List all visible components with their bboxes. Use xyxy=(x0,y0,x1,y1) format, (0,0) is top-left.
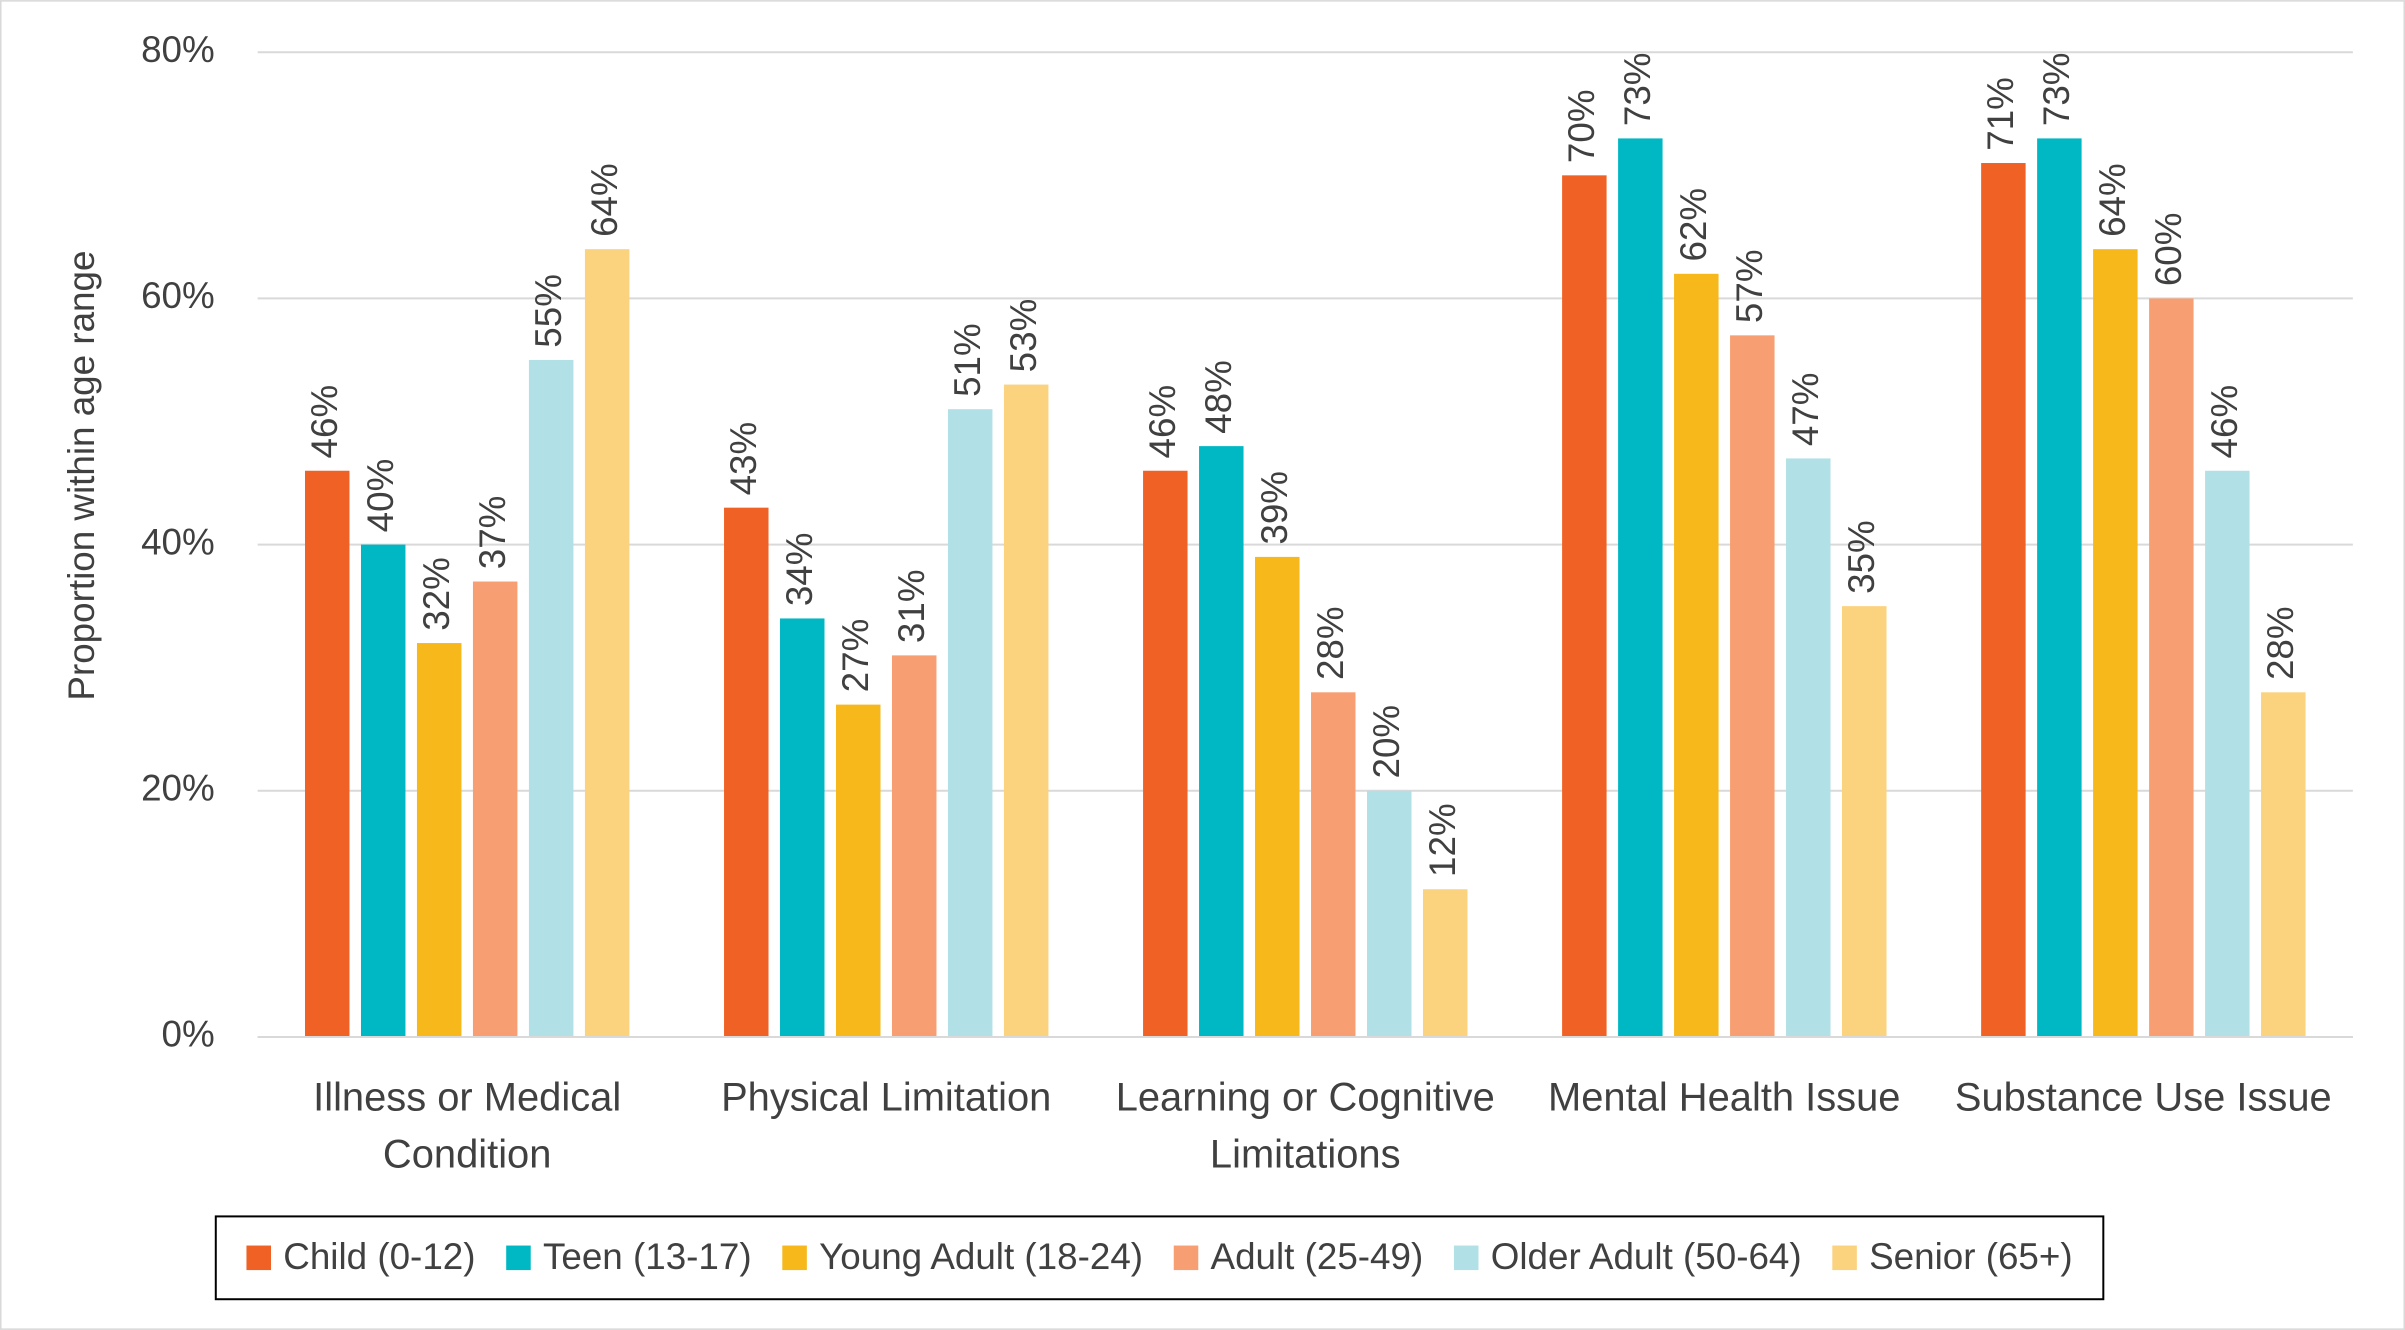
legend-swatch xyxy=(246,1245,272,1271)
legend-swatch xyxy=(1832,1245,1857,1271)
data-label: 51% xyxy=(947,323,988,397)
legend-swatch xyxy=(1453,1245,1479,1271)
data-label: 46% xyxy=(304,385,345,459)
bar xyxy=(416,643,462,1037)
data-label: 40% xyxy=(360,459,401,533)
bar xyxy=(1422,889,1468,1037)
bar xyxy=(584,249,630,1037)
bar xyxy=(472,581,518,1037)
x-tick-label: Physical Limitation xyxy=(721,1073,1052,1120)
x-tick-label-box: Learning or Cognitive Limitations xyxy=(1115,1073,1495,1177)
data-label: 60% xyxy=(2148,212,2189,286)
legend: Child (0-12) Teen (13-17) Young Adult (18-… xyxy=(214,1215,2105,1301)
bar xyxy=(528,359,574,1037)
data-label: 35% xyxy=(1841,520,1882,594)
legend-label: Senior (65+) xyxy=(1869,1236,2073,1277)
y-tick-label: 40% xyxy=(141,521,215,562)
data-label: 53% xyxy=(1003,299,1044,373)
data-label: 37% xyxy=(472,496,513,570)
bar xyxy=(1842,606,1887,1037)
data-label: 20% xyxy=(1366,705,1407,779)
x-tick-label-box: Mental Health Issue xyxy=(1548,1073,1901,1120)
data-label: 64% xyxy=(584,163,625,237)
bar xyxy=(724,507,769,1037)
data-label: 31% xyxy=(891,569,932,643)
bar xyxy=(2205,470,2250,1037)
data-label: 55% xyxy=(528,274,569,348)
bar xyxy=(304,470,350,1037)
bar xyxy=(1786,458,1831,1037)
legend-label: Adult (25-49) xyxy=(1211,1236,1424,1277)
legend-label: Young Adult (18-24) xyxy=(819,1236,1143,1277)
data-label: 57% xyxy=(1729,249,1770,323)
data-label: 12% xyxy=(1422,803,1463,877)
legend-box xyxy=(214,1215,2105,1301)
legend-swatch xyxy=(782,1245,807,1271)
y-tick-label: 0% xyxy=(162,1014,215,1055)
x-tick-label: Learning or Cognitive Limitations xyxy=(1115,1073,1495,1177)
data-label: 46% xyxy=(2204,385,2245,459)
x-tick-label: Illness or Medical Condition xyxy=(313,1073,622,1177)
legend-swatch xyxy=(506,1245,531,1271)
data-label: 27% xyxy=(835,619,876,693)
legend-label: Child (0-12) xyxy=(283,1236,475,1277)
bar xyxy=(1981,163,2026,1037)
bar xyxy=(1199,446,1244,1037)
bar xyxy=(1255,556,1300,1037)
bar xyxy=(1367,790,1412,1037)
data-label: 46% xyxy=(1142,385,1183,459)
bar xyxy=(1311,692,1356,1037)
data-label: 28% xyxy=(2260,606,2301,680)
y-tick-label: 60% xyxy=(141,275,215,316)
bar xyxy=(2149,298,2194,1037)
bar xyxy=(1618,138,1663,1037)
data-label: 64% xyxy=(2092,163,2133,237)
bar xyxy=(1562,175,1607,1037)
data-label: 48% xyxy=(1198,360,1239,434)
bar xyxy=(2093,249,2138,1037)
x-tick-label-box: Physical Limitation xyxy=(721,1073,1052,1120)
data-label: 43% xyxy=(723,422,764,496)
x-tick-label-box: Substance Use Issue xyxy=(1954,1073,2332,1120)
data-label: 39% xyxy=(1254,471,1295,545)
bar xyxy=(1730,335,1775,1037)
y-axis-title: Proportion within age range xyxy=(61,251,102,701)
x-tick-label: Mental Health Issue xyxy=(1548,1073,1901,1120)
data-label: 73% xyxy=(1617,52,1658,126)
bar xyxy=(891,655,937,1037)
bar xyxy=(835,704,881,1037)
bar xyxy=(1003,384,1049,1037)
bar xyxy=(1674,273,1719,1037)
data-label: 47% xyxy=(1785,373,1826,447)
x-tick-label: Substance Use Issue xyxy=(1954,1073,2332,1120)
data-label: 70% xyxy=(1561,89,1602,163)
y-tick-label: 20% xyxy=(141,767,215,808)
bar xyxy=(360,544,406,1037)
legend-swatch xyxy=(1173,1245,1199,1271)
bar xyxy=(780,618,825,1037)
bar xyxy=(1143,470,1188,1037)
x-tick-label-box: Illness or Medical Condition xyxy=(313,1073,622,1177)
data-label: 34% xyxy=(779,533,820,607)
data-label: 32% xyxy=(416,557,457,631)
data-label: 62% xyxy=(1673,188,1714,262)
data-label: 71% xyxy=(1980,77,2021,151)
bar xyxy=(947,409,993,1037)
bar xyxy=(2037,138,2082,1037)
y-tick-label: 80% xyxy=(141,29,215,70)
data-label: 73% xyxy=(2036,52,2077,126)
bar xyxy=(2261,692,2306,1037)
data-label: 28% xyxy=(1310,606,1351,680)
legend-label: Older Adult (50-64) xyxy=(1491,1236,1802,1277)
legend-label: Teen (13-17) xyxy=(543,1236,752,1277)
